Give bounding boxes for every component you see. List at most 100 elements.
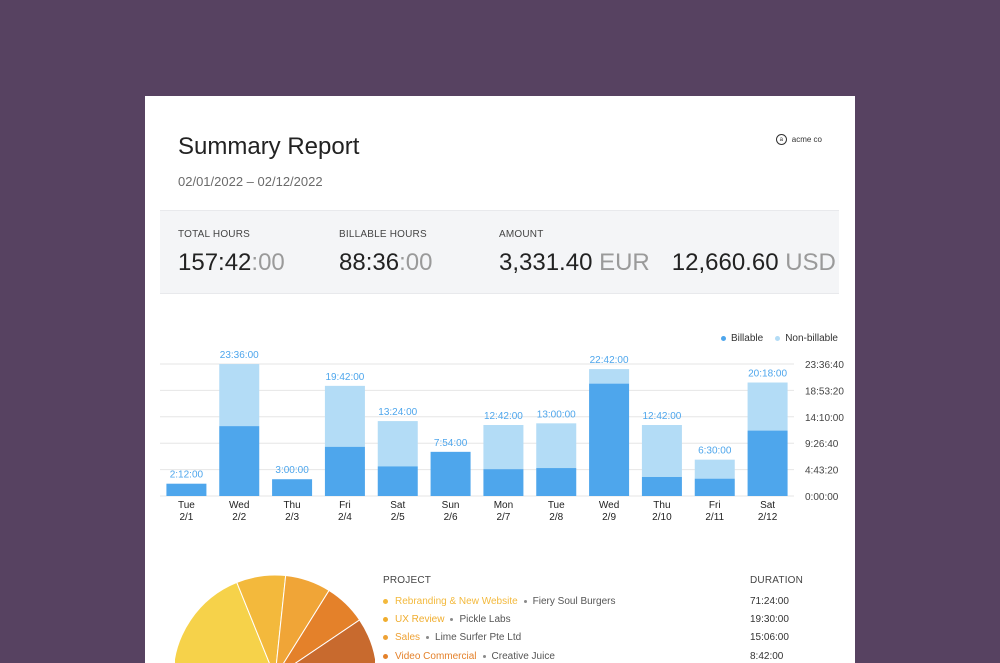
date-range: 02/01/2022 – 02/12/2022 (178, 174, 323, 189)
x-tick-date: 2/7 (496, 512, 510, 523)
legend-billable[interactable]: Billable (720, 333, 764, 344)
pie-slice (294, 619, 375, 663)
bar-non-billable (589, 369, 630, 384)
x-tick-day: Tue (548, 500, 565, 511)
bar-non-billable (536, 423, 577, 469)
logo-mark-icon: a (775, 134, 787, 145)
pie-slice (175, 581, 270, 663)
project-row[interactable]: Rebranding & New Website Fiery Soul Burg… (383, 592, 803, 610)
client-name: Creative Juice (491, 650, 555, 662)
project-row[interactable]: Video Commercial Creative Juice 8:42:00 (383, 647, 803, 663)
project-dot-icon (383, 653, 388, 659)
bar-billable (536, 468, 577, 496)
legend-non-billable[interactable]: Non-billable (775, 333, 838, 344)
x-tick-day: Wed (599, 500, 619, 511)
separator-dot-icon (482, 654, 486, 658)
project-name: Sales (395, 631, 421, 643)
bar-non-billable (747, 382, 788, 431)
bar-total-label: 23:36:00 (220, 350, 259, 361)
bar-total-label: 13:24:00 (378, 407, 417, 418)
chart-legend: Billable Non-billable (720, 333, 838, 344)
amount-eur-value: 3,331.40 (499, 249, 593, 276)
project-row[interactable]: UX Review Pickle Labs 19:30:00 (383, 610, 803, 628)
x-tick-date: 2/10 (652, 512, 672, 523)
project-dot-icon (383, 616, 388, 622)
x-tick-day: Thu (283, 500, 300, 511)
report-card: Summary Report 02/01/2022 – 02/12/2022 a… (145, 96, 855, 663)
project-duration: 15:06:00 (750, 631, 789, 643)
x-tick-date: 2/9 (602, 512, 616, 523)
bar-total-label: 12:42:00 (484, 411, 523, 422)
amount-stat: AMOUNT 3,331.40 EUR 12,660.60 USD (499, 229, 836, 277)
amount-eur-unit: EUR (599, 249, 650, 276)
x-tick-day: Sat (390, 500, 405, 511)
page-title: Summary Report (178, 133, 360, 160)
bar-total-label: 22:42:00 (590, 355, 629, 366)
project-name: Rebranding & New Website (395, 595, 518, 607)
bar-billable (324, 446, 365, 496)
bar-non-billable (483, 424, 524, 470)
x-tick-date: 2/8 (549, 512, 563, 523)
amount-label: AMOUNT (499, 229, 544, 240)
legend-non-billable-label: Non-billable (785, 333, 838, 344)
total-hours-seconds: :00 (251, 249, 285, 276)
y-tick-label: 23:36:40 (805, 360, 844, 371)
bar-billable (377, 466, 418, 496)
billable-hours-label: BILLABLE HOURS (339, 229, 427, 240)
total-hours-value: 157:42:00 (178, 249, 285, 277)
project-duration: 71:24:00 (750, 595, 789, 607)
x-tick-day: Mon (494, 500, 513, 511)
bar-total-label: 20:18:00 (748, 369, 787, 380)
billable-hours-value: 88:36:00 (339, 249, 432, 277)
bar-billable (589, 383, 630, 496)
billable-hours-seconds: :00 (399, 249, 433, 276)
y-tick-label: 0:00:00 (805, 492, 839, 503)
company-logo: a acme co (775, 134, 822, 145)
x-tick-day: Thu (653, 500, 670, 511)
amount-value: 3,331.40 EUR 12,660.60 USD (499, 249, 836, 277)
duration-column-header: DURATION (750, 575, 804, 586)
bar-non-billable (377, 421, 418, 467)
project-name: Video Commercial (395, 650, 477, 662)
bar-billable (430, 451, 471, 496)
separator-dot-icon (426, 635, 430, 639)
x-tick-date: 2/11 (705, 512, 724, 523)
separator-dot-icon (523, 599, 527, 603)
bar-total-label: 2:12:00 (170, 470, 204, 481)
legend-billable-label: Billable (730, 333, 764, 344)
non-billable-dot-icon (775, 336, 781, 341)
bar-billable (219, 426, 260, 496)
billable-hours-main: 88:36 (339, 249, 400, 276)
bar-billable (272, 479, 313, 496)
bar-billable (166, 483, 207, 496)
bar-total-label: 3:00:00 (275, 465, 309, 476)
project-dot-icon (383, 634, 388, 640)
billable-dot-icon (720, 336, 726, 341)
bar-total-label: 13:00:00 (537, 409, 576, 420)
total-hours-label: TOTAL HOURS (178, 229, 251, 240)
x-tick-date: 2/4 (338, 512, 352, 523)
total-hours-stat: TOTAL HOURS 157:42:00 (178, 229, 285, 277)
project-name: UX Review (395, 613, 445, 625)
summary-stats: TOTAL HOURS 157:42:00 BILLABLE HOURS 88:… (160, 210, 839, 294)
bar-billable (694, 478, 735, 496)
amount-usd-value: 12,660.60 (671, 249, 779, 276)
bar-non-billable (219, 364, 260, 427)
client-name: Pickle Labs (459, 613, 511, 625)
x-tick-day: Tue (178, 500, 195, 511)
bar-billable (747, 430, 788, 496)
bar-total-label: 12:42:00 (642, 411, 681, 422)
bar-non-billable (641, 424, 682, 477)
x-tick-day: Sun (442, 500, 460, 511)
hours-bar-chart: 0:00:00 4:43:20 9:26:40 14:10:00 18:53:20 23:… (160, 350, 844, 523)
client-name: Fiery Soul Burgers (532, 595, 616, 607)
bar-non-billable (694, 459, 735, 479)
bar-total-label: 6:30:00 (698, 446, 732, 457)
project-column-header: PROJECT (383, 575, 432, 586)
y-tick-label: 18:53:20 (805, 386, 844, 397)
x-tick-date: 2/1 (179, 512, 193, 523)
x-tick-day: Wed (229, 500, 249, 511)
bar-non-billable (324, 385, 365, 447)
project-duration: 8:42:00 (750, 650, 784, 662)
project-row[interactable]: Sales Lime Surfer Pte Ltd 15:06:00 (383, 628, 803, 646)
